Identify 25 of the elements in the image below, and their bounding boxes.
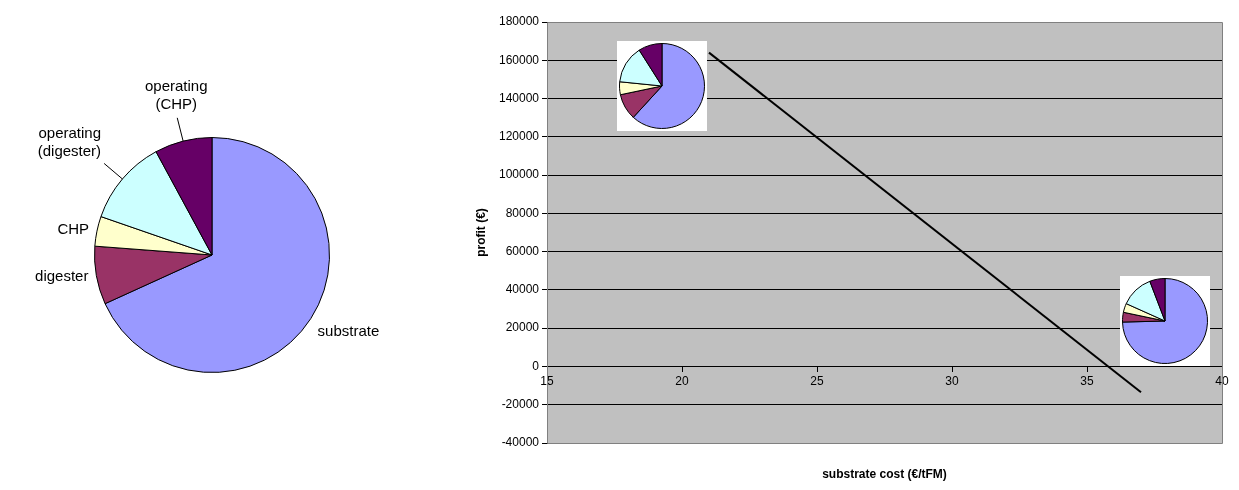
y-tick-label: 100000 bbox=[498, 167, 540, 182]
y-tick-label: 80000 bbox=[505, 205, 540, 220]
y-tick-label: 140000 bbox=[498, 90, 540, 105]
slice-label: digester bbox=[35, 267, 89, 285]
y-tick-label: -20000 bbox=[501, 397, 540, 412]
slice-label: operating (digester) bbox=[37, 123, 102, 159]
x-tick-label: 35 bbox=[1080, 373, 1094, 388]
y-tick-label: 0 bbox=[532, 358, 540, 373]
x-tick-label: 25 bbox=[810, 373, 824, 388]
y-tick-label: 160000 bbox=[498, 52, 540, 67]
slice-label: CHP bbox=[57, 219, 90, 237]
y-tick-label: 40000 bbox=[505, 282, 540, 297]
x-axis-title: substrate cost (€/tFM) bbox=[822, 467, 947, 482]
y-axis-title: profit (€) bbox=[473, 208, 488, 257]
y-tick-label: -40000 bbox=[501, 435, 540, 450]
y-tick-label: 120000 bbox=[498, 129, 540, 144]
x-tick-label: 20 bbox=[675, 373, 689, 388]
y-tick-label: 60000 bbox=[505, 243, 540, 258]
slice-label: operating (CHP) bbox=[144, 77, 208, 113]
x-tick-label: 30 bbox=[945, 373, 959, 388]
y-tick-label: 180000 bbox=[498, 14, 540, 29]
y-tick-label: 20000 bbox=[505, 320, 540, 335]
x-tick-label: 40 bbox=[1215, 373, 1229, 388]
x-tick-label: 15 bbox=[540, 373, 554, 388]
slice-label: substrate bbox=[317, 322, 380, 340]
